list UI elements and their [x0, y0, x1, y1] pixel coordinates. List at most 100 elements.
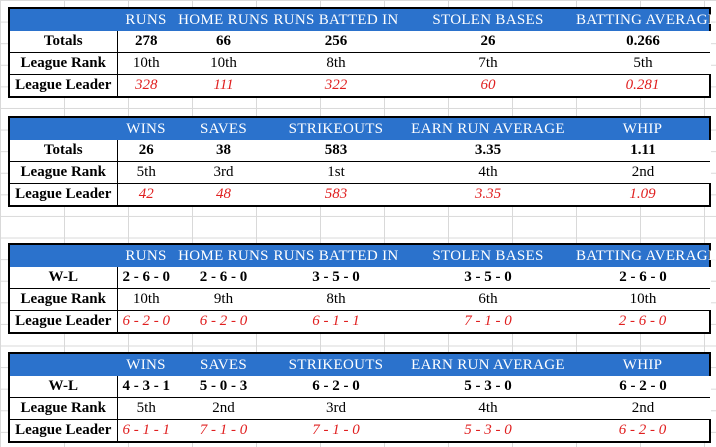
- header-corner-cell[interactable]: [8, 244, 117, 267]
- value-cell[interactable]: 5th: [117, 161, 175, 184]
- leader-value-cell[interactable]: 42: [138, 186, 154, 202]
- value-cell[interactable]: 2 - 6 - 0: [175, 267, 272, 289]
- row-label-cell[interactable]: League Leader: [8, 74, 118, 97]
- leader-value-cell[interactable]: 6 - 2 - 0: [576, 419, 711, 442]
- leader-value-cell[interactable]: 583: [324, 186, 348, 202]
- row-label-cell[interactable]: Totals: [8, 31, 118, 53]
- value-cell[interactable]: 5 - 0 - 3: [175, 376, 272, 398]
- row-label-cell[interactable]: League Leader: [8, 419, 118, 442]
- value-cell[interactable]: 26: [117, 140, 175, 162]
- value-cell[interactable]: 4th: [400, 397, 576, 420]
- row-label-cell[interactable]: Totals: [8, 140, 118, 162]
- leader-value-cell[interactable]: 7 - 1 - 0: [312, 422, 360, 438]
- row-label-cell[interactable]: League Rank: [8, 288, 118, 311]
- value-cell[interactable]: 10th: [175, 52, 272, 75]
- leader-value-cell[interactable]: 48: [216, 186, 231, 202]
- header-cell[interactable]: RUNS BATTED IN: [272, 8, 400, 31]
- value-cell[interactable]: 5 - 3 - 0: [400, 376, 576, 398]
- value-cell[interactable]: 2nd: [576, 397, 710, 420]
- value-cell[interactable]: 6th: [400, 288, 576, 311]
- header-row: RUNS HOME RUNS RUNS BATTED IN STOLEN BAS…: [8, 8, 716, 31]
- header-corner-cell[interactable]: [8, 353, 117, 376]
- header-cell[interactable]: EARN RUN AVERAGE: [400, 353, 576, 376]
- header-cell[interactable]: HOME RUNS: [175, 8, 272, 31]
- value-cell[interactable]: 3 - 5 - 0: [272, 267, 400, 289]
- row-label-cell[interactable]: W-L: [8, 267, 118, 289]
- leader-value-cell[interactable]: 0.281: [576, 74, 711, 97]
- header-corner-cell[interactable]: [8, 8, 117, 31]
- table-row: League Leader 6 - 1 - 1 7 - 1 - 0 7 - 1 …: [8, 419, 711, 442]
- value-cell[interactable]: 1.11: [576, 140, 710, 162]
- header-cell[interactable]: STRIKEOUTS: [272, 117, 400, 140]
- header-cell[interactable]: STOLEN BASES: [400, 244, 576, 267]
- row-label-cell[interactable]: League Rank: [8, 161, 118, 184]
- value-cell[interactable]: 8th: [272, 288, 400, 311]
- value-cell[interactable]: 3.35: [400, 140, 576, 162]
- value-cell[interactable]: 1st: [272, 161, 400, 184]
- header-cell[interactable]: STRIKEOUTS: [272, 353, 400, 376]
- value-cell[interactable]: 26: [400, 31, 576, 53]
- leader-value-cell[interactable]: 1.09: [576, 183, 711, 206]
- row-label-cell[interactable]: League Leader: [8, 183, 118, 206]
- header-cell[interactable]: EARN RUN AVERAGE: [400, 117, 576, 140]
- value-cell[interactable]: 3rd: [272, 397, 400, 420]
- leader-value-cell[interactable]: 2 - 6 - 0: [576, 310, 711, 333]
- value-cell[interactable]: 0.266: [576, 31, 710, 53]
- header-cell[interactable]: SAVES: [175, 353, 272, 376]
- header-cell[interactable]: BATTING AVERAGE: [576, 244, 716, 267]
- header-cell[interactable]: STOLEN BASES: [400, 8, 576, 31]
- value-cell[interactable]: 10th: [117, 52, 175, 75]
- leader-value-cell[interactable]: 322: [324, 77, 348, 93]
- header-row: RUNS HOME RUNS RUNS BATTED IN STOLEN BAS…: [8, 244, 716, 267]
- header-cell[interactable]: WHIP: [576, 353, 711, 376]
- leader-value-cell[interactable]: 6 - 2 - 0: [199, 313, 248, 329]
- header-cell[interactable]: WHIP: [576, 117, 711, 140]
- row-label-cell[interactable]: League Leader: [8, 310, 118, 333]
- hitting-record-table: RUNS HOME RUNS RUNS BATTED IN STOLEN BAS…: [8, 243, 716, 334]
- row-label-cell[interactable]: League Rank: [8, 397, 118, 420]
- value-cell[interactable]: 10th: [117, 288, 175, 311]
- leader-value-cell[interactable]: 5 - 3 - 0: [464, 422, 512, 438]
- header-cell[interactable]: RUNS: [117, 8, 175, 31]
- value-cell[interactable]: 7th: [400, 52, 576, 75]
- value-cell[interactable]: 2 - 6 - 0: [576, 267, 710, 289]
- value-cell[interactable]: 5th: [117, 397, 175, 420]
- header-corner-cell[interactable]: [8, 117, 117, 140]
- header-cell[interactable]: WINS: [117, 353, 175, 376]
- value-cell[interactable]: 583: [272, 140, 400, 162]
- header-cell[interactable]: BATTING AVERAGE: [576, 8, 716, 31]
- value-cell[interactable]: 6 - 2 - 0: [272, 376, 400, 398]
- leader-value-cell[interactable]: 3.35: [474, 186, 502, 202]
- value-cell[interactable]: 8th: [272, 52, 400, 75]
- value-cell[interactable]: 4th: [400, 161, 576, 184]
- value-cell[interactable]: 2nd: [576, 161, 710, 184]
- leader-value-cell[interactable]: 6 - 1 - 1: [312, 313, 360, 329]
- value-cell[interactable]: 38: [175, 140, 272, 162]
- leader-value-cell[interactable]: 111: [213, 77, 234, 93]
- leader-value-cell[interactable]: 60: [480, 77, 496, 93]
- value-cell[interactable]: 256: [272, 31, 400, 53]
- value-cell[interactable]: 10th: [576, 288, 710, 311]
- header-cell[interactable]: RUNS: [117, 244, 175, 267]
- leader-value-cell[interactable]: 328: [135, 77, 158, 93]
- value-cell[interactable]: 9th: [175, 288, 272, 311]
- value-cell[interactable]: 2nd: [175, 397, 272, 420]
- value-cell[interactable]: 66: [175, 31, 272, 53]
- leader-value-cell[interactable]: 6 - 2 - 0: [122, 313, 171, 329]
- row-label-cell[interactable]: W-L: [8, 376, 118, 398]
- value-cell[interactable]: 3 - 5 - 0: [400, 267, 576, 289]
- value-cell[interactable]: 6 - 2 - 0: [576, 376, 710, 398]
- leader-value-cell[interactable]: 6 - 1 - 1: [122, 422, 171, 438]
- value-cell[interactable]: 5th: [576, 52, 710, 75]
- value-cell[interactable]: 4 - 3 - 1: [117, 376, 175, 398]
- value-cell[interactable]: 278: [117, 31, 175, 53]
- header-cell[interactable]: RUNS BATTED IN: [272, 244, 400, 267]
- value-cell[interactable]: 2 - 6 - 0: [117, 267, 175, 289]
- leader-value-cell[interactable]: 7 - 1 - 0: [464, 313, 512, 329]
- header-cell[interactable]: SAVES: [175, 117, 272, 140]
- header-cell[interactable]: HOME RUNS: [175, 244, 272, 267]
- leader-value-cell[interactable]: 7 - 1 - 0: [199, 422, 248, 438]
- value-cell[interactable]: 3rd: [175, 161, 272, 184]
- row-label-cell[interactable]: League Rank: [8, 52, 118, 75]
- header-cell[interactable]: WINS: [117, 117, 175, 140]
